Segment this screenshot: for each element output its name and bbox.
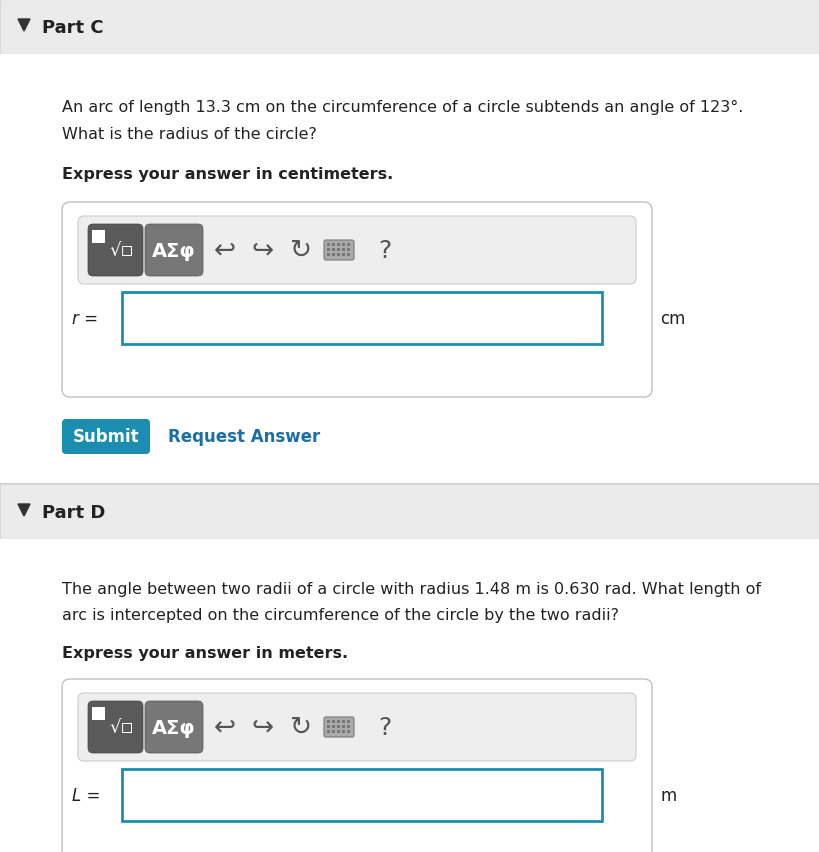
Bar [347, 725, 350, 728]
Bar [0, 0, 819, 55]
FancyBboxPatch shape [324, 241, 354, 261]
Bar [327, 244, 330, 247]
Bar [332, 244, 335, 247]
Bar [347, 244, 350, 247]
Bar [327, 249, 330, 251]
Bar [337, 249, 340, 251]
FancyBboxPatch shape [145, 225, 203, 277]
Bar [332, 730, 335, 733]
Bar [0, 485, 819, 539]
Bar [327, 730, 330, 733]
Bar [92, 707, 105, 720]
FancyBboxPatch shape [62, 679, 652, 852]
Polygon shape [18, 20, 30, 32]
Text: ?: ? [378, 715, 391, 740]
Bar [342, 720, 345, 723]
Text: ↪: ↪ [252, 714, 274, 740]
FancyBboxPatch shape [88, 225, 143, 277]
Bar [332, 720, 335, 723]
Text: ↻: ↻ [290, 238, 312, 263]
Bar [337, 730, 340, 733]
Text: √◽: √◽ [110, 242, 134, 260]
Bar [337, 720, 340, 723]
Bar [342, 244, 345, 247]
Bar [327, 254, 330, 256]
Text: The angle between two radii of a circle with radius 1.48 m is 0.630 rad. What le: The angle between two radii of a circle … [62, 581, 761, 596]
Bar [347, 730, 350, 733]
Bar [122, 769, 602, 821]
Bar [347, 720, 350, 723]
Text: ?: ? [378, 239, 391, 262]
FancyBboxPatch shape [62, 203, 652, 398]
Bar [337, 725, 340, 728]
Text: AΣφ: AΣφ [152, 717, 196, 737]
Text: √◽: √◽ [110, 718, 134, 736]
FancyBboxPatch shape [145, 701, 203, 753]
Text: cm: cm [660, 309, 686, 328]
Bar [122, 292, 602, 344]
Text: arc is intercepted on the circumference of the circle by the two radii?: arc is intercepted on the circumference … [62, 607, 619, 622]
FancyBboxPatch shape [324, 717, 354, 737]
Text: An arc of length 13.3 cm on the circumference of a circle subtends an angle of 1: An arc of length 13.3 cm on the circumfe… [62, 100, 744, 115]
Text: r =: r = [72, 309, 98, 328]
Text: Part C: Part C [42, 19, 104, 37]
Bar [342, 254, 345, 256]
Bar [327, 720, 330, 723]
Bar [332, 725, 335, 728]
Bar [0, 483, 819, 485]
Bar [0, 55, 819, 485]
Bar [92, 231, 105, 244]
Bar [337, 244, 340, 247]
Text: ↩: ↩ [214, 714, 236, 740]
Bar [0, 539, 819, 852]
Bar [347, 254, 350, 256]
FancyBboxPatch shape [78, 216, 636, 285]
Text: AΣφ: AΣφ [152, 241, 196, 260]
FancyBboxPatch shape [62, 419, 150, 454]
Text: Part D: Part D [42, 503, 106, 521]
Text: ↩: ↩ [214, 238, 236, 263]
Text: L =: L = [72, 786, 101, 804]
Bar [332, 254, 335, 256]
Text: m: m [660, 786, 676, 804]
Bar [342, 730, 345, 733]
Bar [337, 254, 340, 256]
Text: Request Answer: Request Answer [168, 428, 320, 446]
Bar [332, 249, 335, 251]
Text: Submit: Submit [73, 428, 139, 446]
Bar [347, 249, 350, 251]
Polygon shape [18, 504, 30, 516]
FancyBboxPatch shape [88, 701, 143, 753]
Bar [342, 725, 345, 728]
FancyBboxPatch shape [78, 694, 636, 761]
Bar [327, 725, 330, 728]
Text: Express your answer in centimeters.: Express your answer in centimeters. [62, 167, 393, 181]
Text: What is the radius of the circle?: What is the radius of the circle? [62, 127, 317, 141]
Text: ↪: ↪ [252, 238, 274, 263]
Text: Express your answer in meters.: Express your answer in meters. [62, 645, 348, 660]
Text: ↻: ↻ [290, 714, 312, 740]
Bar [342, 249, 345, 251]
